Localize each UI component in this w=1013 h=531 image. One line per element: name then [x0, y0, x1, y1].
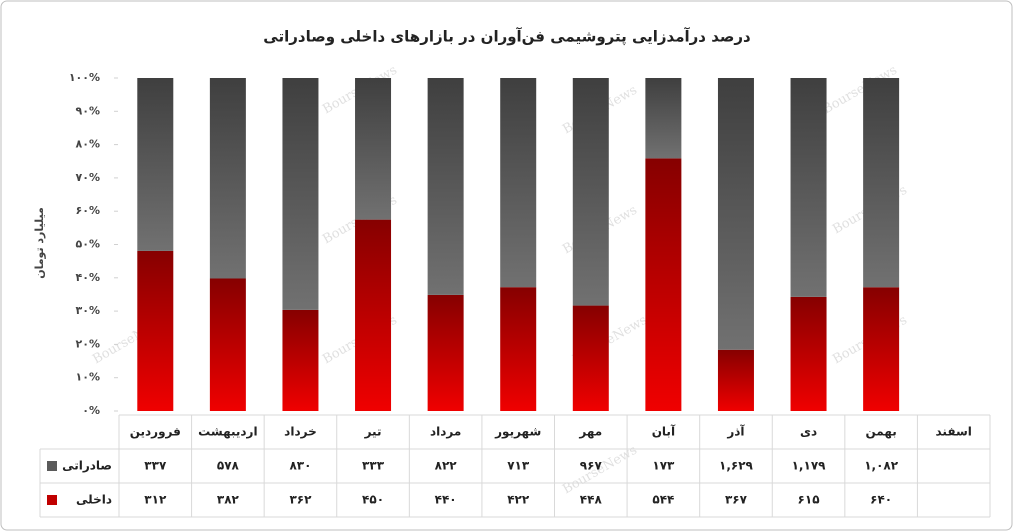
x-tick-label: خرداد — [284, 425, 317, 439]
bar-segment — [427, 294, 464, 411]
table-value: ۴۴۸ — [580, 493, 603, 507]
bar-segment — [645, 78, 682, 159]
bar-segment — [137, 78, 174, 251]
table-value: ۶۴۰ — [870, 493, 892, 507]
legend-label: داخلی — [76, 493, 112, 507]
y-tick-label: ۰% — [82, 404, 100, 417]
table-value: ۳۶۷ — [725, 493, 748, 507]
table-value: ۸۲۲ — [435, 459, 458, 473]
table-value: ۷۱۳ — [507, 459, 530, 473]
bar-segment — [209, 278, 246, 411]
table-value: ۳۸۲ — [217, 493, 240, 507]
table-value: ۳۳۳ — [362, 459, 385, 473]
bar-segment — [863, 78, 900, 288]
table-value: ۴۲۲ — [507, 493, 530, 507]
table-value: ۴۵۰ — [362, 493, 384, 507]
x-tick-label: آذر — [726, 424, 745, 439]
table-value: ۱۷۳ — [652, 459, 675, 473]
table-value: ۵۴۴ — [652, 493, 674, 507]
y-tick-label: ۹۰% — [76, 104, 100, 117]
table-value: ۸۳۰ — [289, 459, 311, 473]
bar-segment — [355, 219, 392, 411]
legend-swatch — [47, 461, 57, 471]
bar-segment — [717, 349, 754, 411]
bar-segment — [282, 309, 319, 411]
table-value: ۱,۶۲۹ — [719, 459, 754, 473]
bar-segment — [209, 78, 246, 279]
table-value: ۱,۱۷۹ — [792, 459, 827, 473]
x-tick-label: اردیبهشت — [198, 425, 257, 439]
chart-title: درصد درآمدزایی پتروشیمی فن‌آوران در بازا… — [263, 28, 751, 47]
x-tick-label: مرداد — [430, 425, 461, 439]
table-value: ۳۱۲ — [144, 493, 167, 507]
bar-segment — [572, 305, 609, 411]
bar-segment — [282, 78, 319, 310]
y-tick-label: ۷۰% — [76, 171, 100, 184]
bar-segment — [427, 78, 464, 295]
legend-swatch — [47, 495, 57, 505]
y-tick-label: ۱۰۰% — [69, 71, 100, 84]
y-tick-label: ۵۰% — [76, 238, 100, 251]
bar-segment — [790, 78, 827, 297]
table-value: ۳۶۲ — [289, 493, 312, 507]
bar-segment — [863, 287, 900, 411]
x-tick-label: تیر — [364, 425, 382, 439]
x-tick-label: اسفند — [936, 425, 972, 439]
bar-segment — [137, 250, 174, 411]
legend-label: صادراتی — [62, 459, 112, 473]
y-tick-label: ۳۰% — [76, 304, 100, 317]
table-value: ۶۱۵ — [798, 493, 820, 507]
table-value: ۱,۰۸۲ — [864, 459, 899, 473]
table-value: ۴۴۰ — [435, 493, 457, 507]
y-tick-label: ۶۰% — [76, 204, 100, 217]
bar-segment — [790, 296, 827, 411]
table-value: ۳۳۷ — [144, 459, 167, 473]
bar-segment — [500, 287, 537, 411]
bar-segment — [645, 158, 682, 411]
bar-segment — [572, 78, 609, 306]
x-tick-label: فروردین — [130, 425, 181, 440]
bar-segment — [355, 78, 392, 220]
y-tick-label: ۲۰% — [76, 337, 100, 350]
y-tick-label: ۸۰% — [76, 138, 100, 151]
x-tick-label: آبان — [652, 424, 676, 439]
table-value: ۹۶۷ — [580, 459, 603, 473]
bar-segment — [500, 78, 537, 288]
x-tick-label: شهریور — [494, 425, 541, 440]
y-axis-label: میلیارد تومان — [33, 207, 46, 279]
x-tick-label: دی — [800, 425, 817, 439]
table-value: ۵۷۸ — [217, 459, 240, 473]
bar-segment — [717, 78, 754, 350]
y-tick-label: ۴۰% — [76, 271, 100, 284]
y-tick-label: ۱۰% — [76, 371, 100, 384]
x-tick-label: بهمن — [865, 425, 896, 439]
x-tick-label: مهر — [578, 425, 602, 439]
